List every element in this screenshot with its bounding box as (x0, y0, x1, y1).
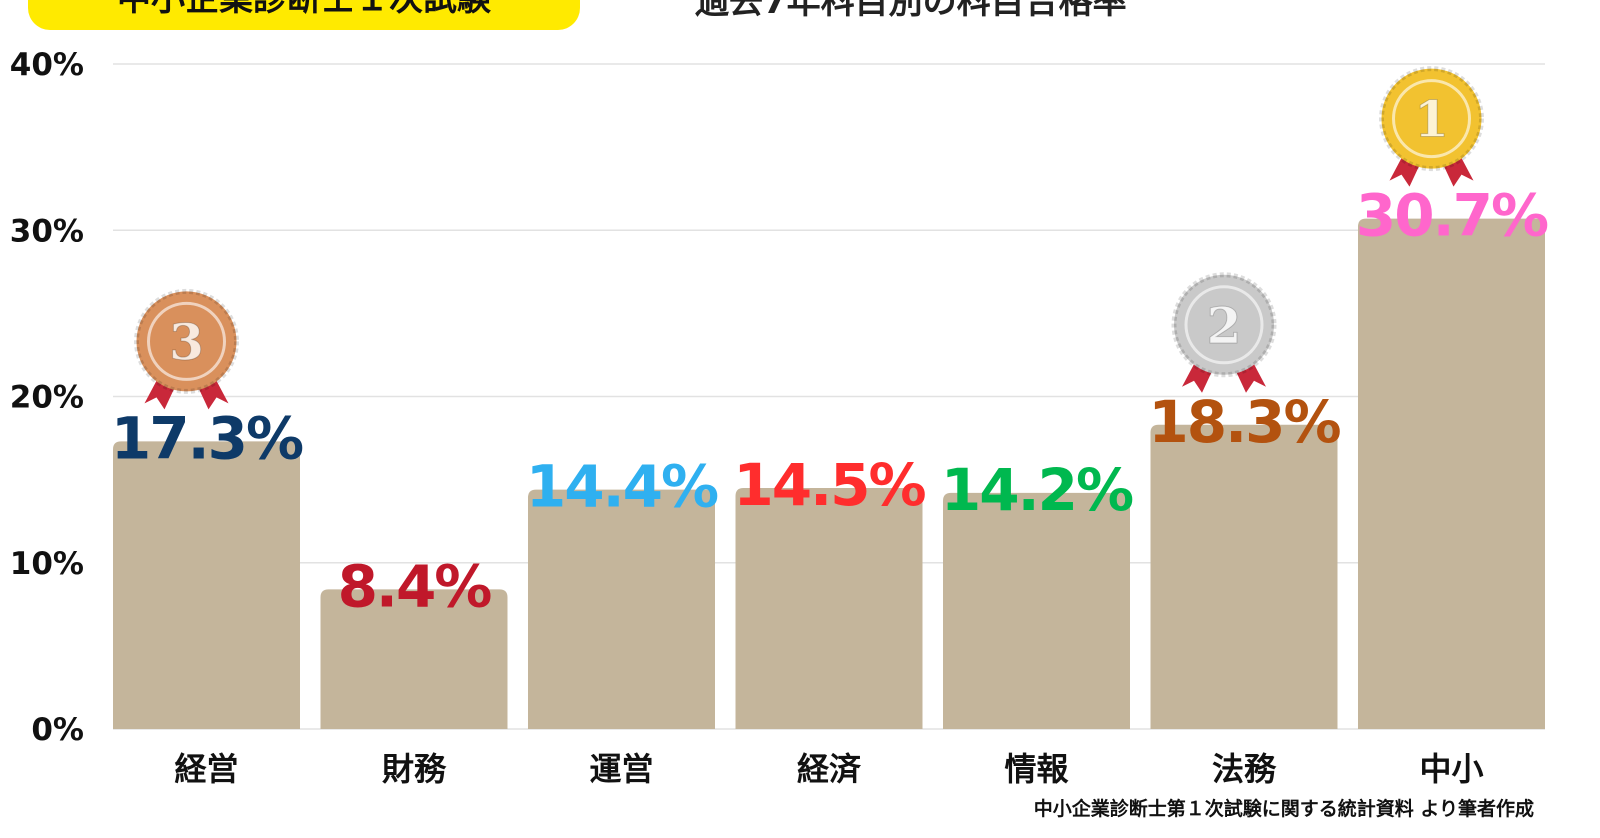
medal-face (1184, 285, 1264, 365)
source-note: 中小企業診断士第１次試験に関する統計資料 より筆者作成 (1033, 798, 1534, 820)
bar (320, 589, 508, 729)
data-label: 18.3% (1148, 388, 1340, 456)
medal-rank: 1 (1414, 90, 1449, 149)
data-label: 14.2% (941, 456, 1133, 524)
medal-rank: 3 (169, 312, 204, 371)
x-tick-label: 経営 (174, 750, 238, 788)
bar (735, 487, 923, 729)
data-label: 14.5% (733, 451, 925, 519)
bar (1358, 218, 1545, 730)
medal-rank: 2 (1207, 296, 1242, 355)
data-label: 30.7% (1356, 182, 1548, 250)
x-tick-label: 中小 (1419, 750, 1483, 788)
data-label: 17.3% (111, 404, 303, 472)
bar (528, 489, 715, 729)
y-tick-label: 40% (10, 47, 84, 83)
y-tick-label: 20% (10, 380, 84, 416)
x-tick-label: 法務 (1212, 750, 1277, 788)
bar (943, 492, 1130, 729)
x-tick-label: 財務 (382, 750, 447, 788)
medal-3-icon: 3 (134, 288, 239, 410)
data-label: 14.4% (526, 453, 718, 521)
y-tick-label: 0% (31, 712, 84, 748)
medal-face (147, 301, 226, 381)
exam-badge: 中小企業診断士１次試験 (28, 0, 580, 30)
medal-face (1392, 79, 1471, 159)
bar (113, 441, 300, 729)
medal-1-icon: 1 (1379, 66, 1484, 187)
y-tick-label: 10% (10, 546, 84, 582)
data-label: 8.4% (338, 552, 492, 620)
bar (1150, 424, 1338, 729)
x-tick-label: 経済 (797, 750, 862, 788)
x-tick-label: 情報 (1004, 750, 1068, 788)
medal-2-icon: 2 (1171, 272, 1277, 393)
y-tick-label: 30% (10, 213, 84, 249)
chart-title: 過去7年科目別の科目合格率 (695, 0, 1127, 22)
x-tick-label: 運営 (589, 750, 653, 788)
exam-badge-text: 中小企業診断士１次試験 (117, 0, 491, 16)
